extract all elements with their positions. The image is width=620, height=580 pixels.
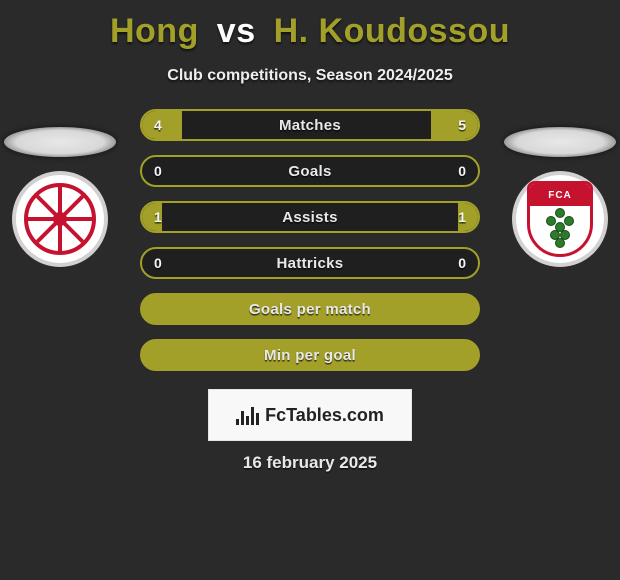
- stat-row: 0Goals0: [140, 155, 480, 187]
- club-badge-augsburg: FCA: [512, 171, 608, 267]
- bar-chart-icon: [236, 405, 259, 425]
- subtitle: Club competitions, Season 2024/2025: [0, 67, 620, 85]
- stat-label: Matches: [142, 111, 478, 139]
- stat-label: Goals per match: [142, 295, 478, 323]
- stat-label: Assists: [142, 203, 478, 231]
- stat-value-right: 0: [458, 157, 466, 185]
- stat-row: 4Matches5: [140, 109, 480, 141]
- stat-row: 0Hattricks0: [140, 247, 480, 279]
- stat-label: Hattricks: [142, 249, 478, 277]
- comparison-area: 4Matches50Goals01Assists10Hattricks0Goal…: [0, 109, 620, 385]
- stat-row: Goals per match: [140, 293, 480, 325]
- club-left: [0, 127, 120, 267]
- stat-row: Min per goal: [140, 339, 480, 371]
- footer-date: 16 february 2025: [0, 453, 620, 473]
- fctables-brand[interactable]: FcTables.com: [208, 389, 412, 441]
- player1-name: Hong: [110, 12, 199, 50]
- club-right: FCA: [500, 127, 620, 267]
- ellipse-shadow: [504, 127, 616, 157]
- club-badge-mainz: [12, 171, 108, 267]
- player2-name: H. Koudossou: [274, 12, 510, 50]
- page-title: Hong vs H. Koudossou: [0, 0, 620, 51]
- stat-label: Goals: [142, 157, 478, 185]
- stat-value-right: 5: [458, 111, 466, 139]
- brand-label: FcTables.com: [265, 405, 384, 426]
- ellipse-shadow: [4, 127, 116, 157]
- vs-label: vs: [217, 12, 256, 50]
- stat-row: 1Assists1: [140, 201, 480, 233]
- stat-value-right: 0: [458, 249, 466, 277]
- augsburg-badge-text: FCA: [530, 184, 590, 206]
- stat-label: Min per goal: [142, 341, 478, 369]
- stat-value-right: 1: [458, 203, 466, 231]
- stat-rows: 4Matches50Goals01Assists10Hattricks0Goal…: [140, 109, 480, 385]
